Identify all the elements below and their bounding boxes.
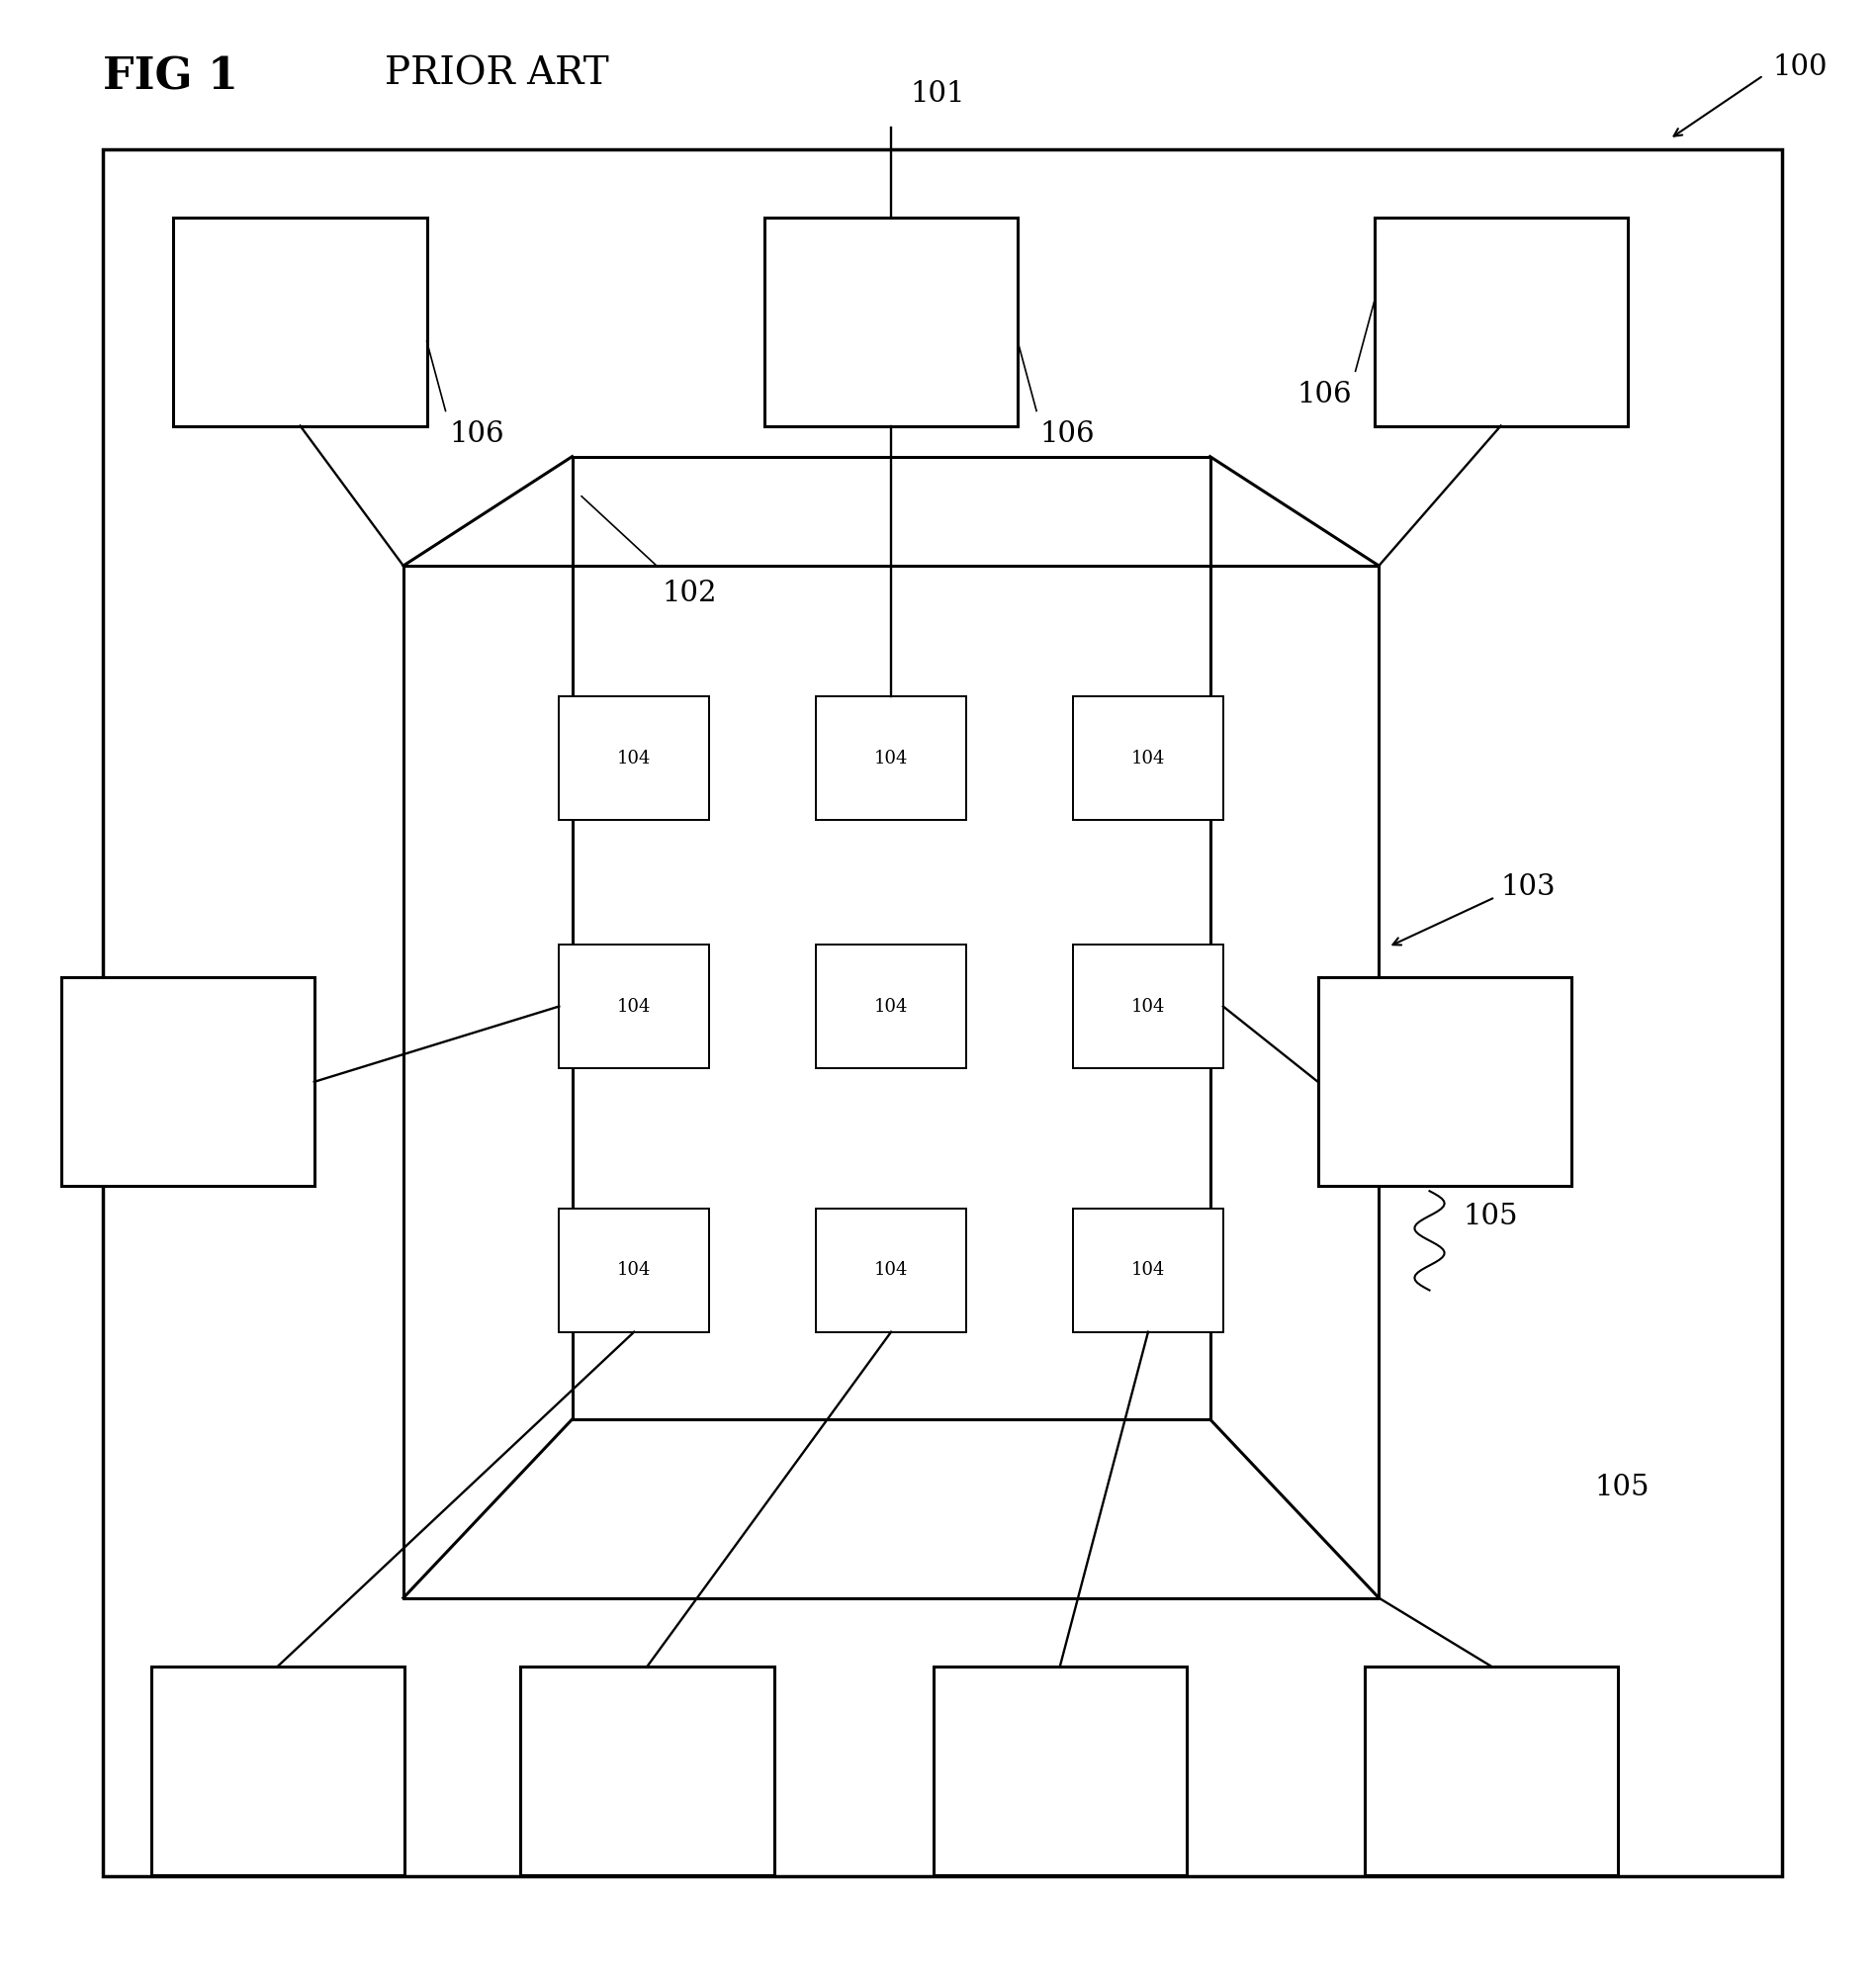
Text: 104: 104 [874,750,908,766]
Bar [934,1667,1188,1874]
Bar [173,218,428,427]
Bar [1373,218,1628,427]
Bar [572,457,1210,1419]
Bar [1366,1667,1619,1874]
Text: 104: 104 [1131,998,1165,1014]
Text: 104: 104 [1131,1262,1165,1278]
Bar [103,149,1782,1876]
Text: 104: 104 [617,1262,651,1278]
Text: 104: 104 [874,1262,908,1278]
Text: 105: 105 [1463,1203,1518,1231]
Bar [816,697,966,820]
Text: 105: 105 [1595,1475,1649,1501]
Text: 100: 100 [1773,54,1827,81]
Bar [765,218,1017,427]
Bar [816,1209,966,1332]
Text: 106: 106 [450,421,505,449]
Bar [403,566,1379,1598]
Bar [816,945,966,1068]
Text: 103: 103 [1501,873,1555,901]
Bar [1073,697,1223,820]
Text: 104: 104 [1131,750,1165,766]
Bar [150,1667,405,1874]
Text: PRIOR ART: PRIOR ART [385,56,610,91]
Text: 102: 102 [662,580,717,607]
Text: 106: 106 [1296,381,1353,409]
Text: 104: 104 [874,998,908,1014]
Text: FIG 1: FIG 1 [103,56,238,97]
Text: 106: 106 [1041,421,1096,449]
Bar [1073,945,1223,1068]
Bar [559,945,709,1068]
Bar [520,1667,773,1874]
Bar [60,979,315,1187]
Text: 101: 101 [910,81,964,107]
Bar [1317,979,1572,1187]
Bar [559,697,709,820]
Bar [559,1209,709,1332]
Bar [1073,1209,1223,1332]
Text: 104: 104 [617,998,651,1014]
Text: 104: 104 [617,750,651,766]
